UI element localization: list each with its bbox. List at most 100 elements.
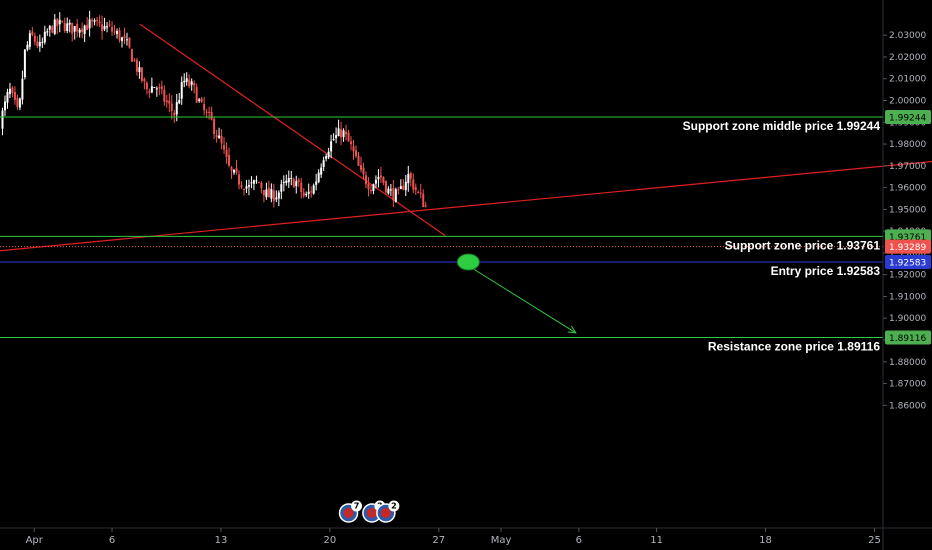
candle-body bbox=[270, 188, 273, 199]
event-flag-icon[interactable]: 2 bbox=[376, 500, 400, 523]
candle-body bbox=[225, 149, 228, 157]
candle-body bbox=[247, 184, 250, 187]
support-zone-label: Support zone price 1.93761 bbox=[725, 238, 881, 252]
candle-body bbox=[362, 167, 365, 175]
support-zone-price-tag-label: 1.93761 bbox=[889, 233, 926, 243]
candle-body bbox=[394, 189, 397, 203]
price-axis[interactable]: 2.030002.020002.010002.000001.990001.980… bbox=[882, 0, 931, 550]
candle-body bbox=[78, 29, 81, 33]
candle-body bbox=[285, 180, 288, 183]
candle-body bbox=[402, 185, 405, 190]
candle-body bbox=[41, 41, 44, 43]
candle-body bbox=[424, 205, 427, 207]
candle-body bbox=[297, 179, 300, 183]
time-axis[interactable]: Apr 6 13 20 27 May 6 11 18 25 bbox=[0, 527, 932, 546]
candle-body bbox=[173, 112, 176, 116]
price-tick-label: 1.90000 bbox=[889, 314, 926, 324]
candle-body bbox=[337, 128, 340, 137]
candle-body bbox=[367, 183, 370, 190]
candle-body bbox=[397, 189, 400, 191]
candle-body bbox=[31, 31, 34, 35]
candle-body bbox=[300, 182, 303, 193]
candle-body bbox=[409, 173, 412, 179]
flag-icon-center bbox=[343, 508, 354, 518]
time-tick-label: 11 bbox=[650, 535, 663, 546]
projection-arrow-line bbox=[466, 264, 576, 334]
candle-body bbox=[245, 186, 248, 189]
candle-body bbox=[335, 135, 338, 139]
candle-body bbox=[302, 192, 305, 196]
candle-body bbox=[387, 188, 390, 194]
candle-body bbox=[96, 20, 99, 22]
candle-body bbox=[242, 189, 245, 191]
candle-body bbox=[111, 26, 114, 32]
candle-body bbox=[56, 19, 59, 27]
candle-body bbox=[422, 193, 425, 207]
entry-price-tag bbox=[885, 254, 931, 269]
price-tick-label: 1.98000 bbox=[889, 140, 926, 150]
candle-body bbox=[88, 19, 91, 29]
current-price-price-tag bbox=[885, 239, 931, 254]
candle-body bbox=[190, 81, 193, 85]
candle-body bbox=[290, 177, 293, 179]
candle-body bbox=[417, 191, 420, 193]
candle-body bbox=[98, 21, 101, 24]
candle-body bbox=[158, 87, 161, 89]
candle-body bbox=[143, 78, 146, 82]
candle-body bbox=[53, 19, 56, 34]
candle-body bbox=[1, 110, 4, 129]
candle-body bbox=[188, 79, 191, 87]
candle-body bbox=[73, 26, 76, 32]
price-tick-label: 1.93000 bbox=[889, 249, 926, 259]
event-markers[interactable]: 722 bbox=[338, 500, 400, 523]
price-tick-label: 1.86000 bbox=[889, 401, 926, 411]
time-tick-label: 13 bbox=[215, 535, 228, 546]
candle-body bbox=[292, 179, 295, 188]
time-tick-label: May bbox=[491, 535, 512, 546]
candle-body bbox=[377, 176, 380, 180]
price-tick-label: 1.95000 bbox=[889, 205, 926, 215]
candle-body bbox=[33, 35, 36, 42]
candle-body bbox=[414, 187, 417, 191]
candle-body bbox=[180, 82, 183, 99]
event-flag-icon[interactable]: 7 bbox=[338, 500, 363, 523]
candle-body bbox=[145, 82, 148, 90]
candle-body bbox=[13, 91, 16, 100]
candle-body bbox=[46, 31, 49, 33]
time-tick-label: 6 bbox=[109, 535, 115, 546]
flag-icon-center bbox=[366, 508, 377, 518]
candle-body bbox=[305, 194, 308, 196]
candle-body bbox=[307, 191, 310, 194]
candle-body bbox=[384, 181, 387, 193]
candle-body bbox=[61, 20, 64, 22]
candle-body bbox=[128, 37, 131, 48]
time-tick-label: 27 bbox=[432, 535, 445, 546]
price-tick-label: 1.92000 bbox=[889, 271, 926, 281]
candle-body bbox=[148, 91, 151, 93]
candle-body bbox=[404, 181, 407, 191]
candle-body bbox=[282, 181, 285, 183]
candle-body bbox=[347, 132, 350, 142]
event-count-label: 2 bbox=[391, 502, 397, 511]
resistance-zone-price-tag-label: 1.89116 bbox=[889, 334, 926, 344]
resistance-zone-label: Resistance zone price 1.89116 bbox=[708, 339, 880, 353]
candle-body bbox=[123, 35, 126, 39]
candle-body bbox=[153, 86, 156, 88]
candle-body bbox=[235, 168, 238, 173]
candle-body bbox=[330, 141, 333, 152]
candle-body bbox=[28, 33, 31, 47]
price-tick-label: 1.88000 bbox=[889, 358, 926, 368]
candle-body bbox=[315, 181, 318, 185]
flag-icon-center bbox=[380, 508, 391, 518]
candle-body bbox=[193, 83, 196, 86]
candle-body bbox=[233, 169, 236, 173]
support-zone-middle-label: Support zone middle price 1.99244 bbox=[683, 119, 881, 133]
candle-body bbox=[63, 23, 66, 31]
candle-body bbox=[170, 103, 173, 111]
level-annotations: Support zone middle price 1.99244 Support… bbox=[683, 119, 881, 354]
candle-body bbox=[71, 22, 74, 34]
candle-body bbox=[165, 100, 168, 103]
price-tick-label: 2.01000 bbox=[889, 75, 926, 85]
